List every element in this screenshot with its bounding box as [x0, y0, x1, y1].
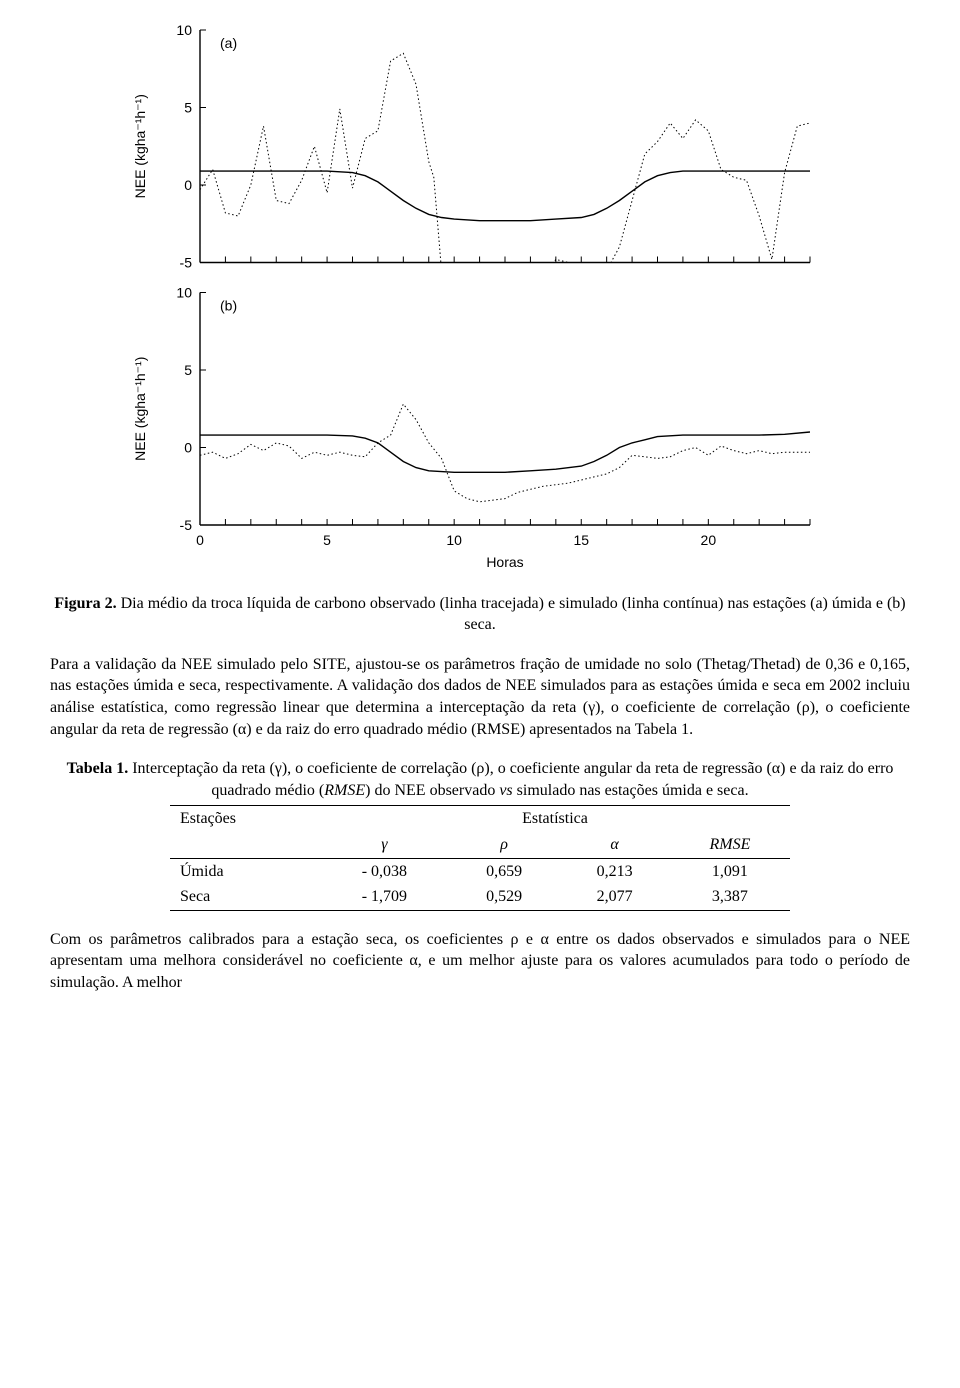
paragraph-results: Com os parâmetros calibrados para a esta… — [50, 929, 910, 994]
svg-text:(a): (a) — [220, 35, 237, 51]
table-header-estatistica: Estatística — [320, 806, 790, 832]
table-caption-text-3: simulado nas estações úmida e seca. — [513, 782, 749, 799]
table-caption-text-2: ) do NEE observado — [365, 782, 499, 799]
table-cell-label: Úmida — [170, 858, 320, 884]
svg-text:10: 10 — [176, 22, 192, 38]
svg-text:5: 5 — [184, 100, 192, 116]
table-caption-italic-vs: vs — [499, 782, 512, 799]
svg-text:20: 20 — [701, 532, 717, 548]
paragraph-results-text: Com os parâmetros calibrados para a esta… — [50, 931, 910, 991]
figure-2-caption: Figura 2. Dia médio da troca líquida de … — [50, 593, 910, 636]
table-row: Úmida - 0,038 0,659 0,213 1,091 — [170, 858, 790, 884]
svg-text:(b): (b) — [220, 298, 237, 314]
paragraph-validation-text: Para a validação da NEE simulado pelo SI… — [50, 656, 910, 738]
svg-text:10: 10 — [446, 532, 462, 548]
table-cell-label: Seca — [170, 884, 320, 910]
svg-text:Horas: Horas — [486, 554, 523, 570]
table-subheader-empty — [170, 832, 320, 858]
table-cell-rho: 0,529 — [449, 884, 560, 910]
paragraph-validation: Para a validação da NEE simulado pelo SI… — [50, 654, 910, 740]
table-subheader-row: γ ρ α RMSE — [170, 832, 790, 858]
table-cell-gamma: - 0,038 — [320, 858, 449, 884]
svg-text:-5: -5 — [180, 517, 193, 533]
table-header-row: Estações Estatística — [170, 806, 790, 832]
table-cell-gamma: - 1,709 — [320, 884, 449, 910]
svg-text:-5: -5 — [180, 255, 193, 271]
svg-text:0: 0 — [184, 177, 192, 193]
table-row: Seca - 1,709 0,529 2,077 3,387 — [170, 884, 790, 910]
svg-text:NEE (kgha⁻¹h⁻¹): NEE (kgha⁻¹h⁻¹) — [132, 94, 148, 198]
table-caption-italic-rmse: RMSE — [324, 782, 365, 799]
svg-text:0: 0 — [184, 440, 192, 456]
table-subheader-gamma: γ — [320, 832, 449, 858]
svg-text:0: 0 — [196, 532, 204, 548]
table-cell-rmse: 3,387 — [670, 884, 790, 910]
figure-caption-bold: Figura 2. — [54, 595, 116, 612]
table-caption-bold: Tabela 1. — [67, 760, 129, 777]
table-header-estacoes: Estações — [170, 806, 320, 832]
svg-text:10: 10 — [176, 285, 192, 301]
table-cell-rmse: 1,091 — [670, 858, 790, 884]
figure-2-chart: -50510NEE (kgha⁻¹h⁻¹)(a)-5051005101520NE… — [120, 20, 840, 587]
table-subheader-rho: ρ — [449, 832, 560, 858]
table-1: Estações Estatística γ ρ α RMSE Úmida - … — [170, 805, 790, 910]
table-cell-rho: 0,659 — [449, 858, 560, 884]
svg-text:15: 15 — [573, 532, 589, 548]
table-subheader-rmse: RMSE — [670, 832, 790, 858]
table-cell-alpha: 0,213 — [559, 858, 670, 884]
svg-text:5: 5 — [184, 362, 192, 378]
figure-caption-text: Dia médio da troca líquida de carbono ob… — [117, 595, 906, 634]
svg-text:NEE (kgha⁻¹h⁻¹): NEE (kgha⁻¹h⁻¹) — [132, 357, 148, 461]
table-cell-alpha: 2,077 — [559, 884, 670, 910]
svg-text:5: 5 — [323, 532, 331, 548]
table-subheader-alpha: α — [559, 832, 670, 858]
table-1-caption: Tabela 1. Interceptação da reta (γ), o c… — [50, 758, 910, 801]
